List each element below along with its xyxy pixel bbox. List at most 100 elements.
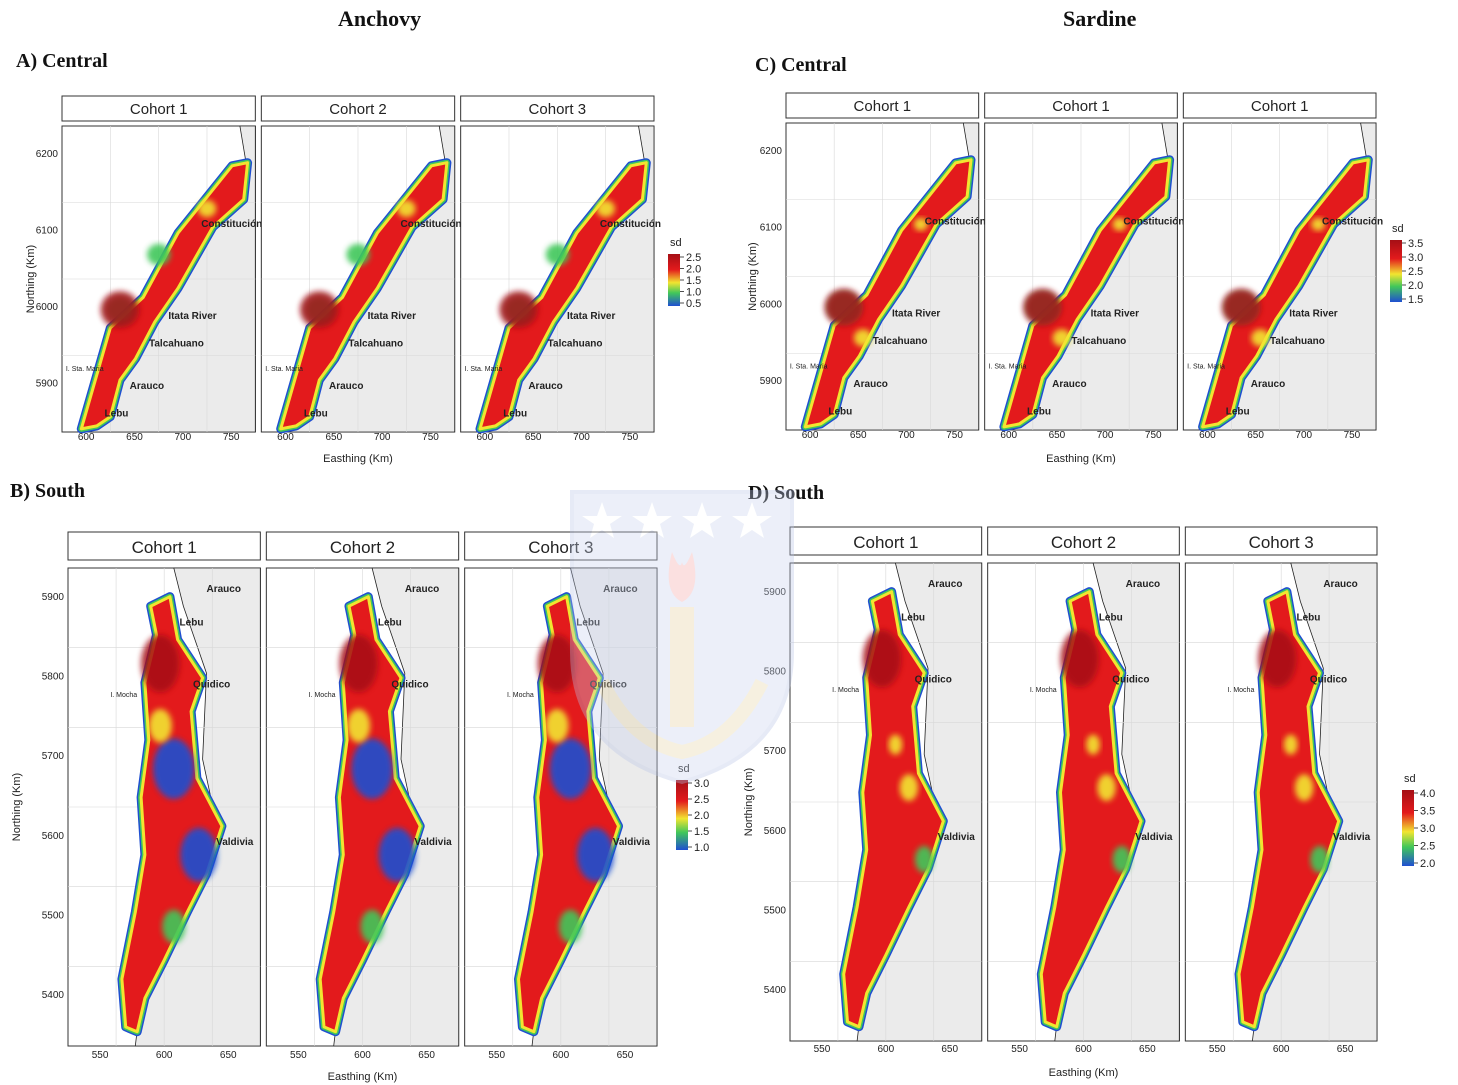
facet-strip-label: Cohort 1 <box>132 538 197 557</box>
y-tick-label: 5600 <box>764 826 787 837</box>
legend-label: 3.0 <box>1420 823 1435 835</box>
legend-title: sd <box>1404 773 1416 785</box>
place-label: Constitución <box>600 219 661 230</box>
sd-blob <box>1112 217 1127 231</box>
sd-blob <box>913 217 928 231</box>
sd-blob <box>576 828 614 882</box>
legend-title: sd <box>678 763 690 775</box>
sd-blob <box>1294 774 1314 802</box>
sd-surface <box>120 595 224 1034</box>
legend-label: 1.5 <box>694 826 709 838</box>
sd-surface <box>517 595 620 1034</box>
y-tick-label: 5700 <box>42 751 65 762</box>
place-label: I. Mocha <box>832 687 859 694</box>
x-tick-label: 650 <box>1247 430 1264 441</box>
sd-blob-high <box>339 634 378 693</box>
facet-strip-label: Cohort 2 <box>1051 533 1116 552</box>
legend-colorbar <box>1390 240 1402 302</box>
x-tick-label: 650 <box>525 432 542 443</box>
x-tick-label: 750 <box>1145 430 1162 441</box>
sd-blob <box>899 774 919 802</box>
place-label: I. Sta. Maria <box>66 366 104 373</box>
cohort-map: Arauco Lebu Quidico I. Mocha Valdivia <box>67 567 261 1047</box>
x-tick-label: 650 <box>126 432 143 443</box>
panel-title-c: C) Central <box>755 54 847 76</box>
sd-surface <box>318 595 422 1034</box>
facet-strip <box>1184 526 1378 556</box>
sd-blob <box>545 709 569 743</box>
place-label: Itata River <box>168 311 216 322</box>
place-label: Lebu <box>304 409 328 420</box>
place-label: Arauco <box>1323 579 1357 590</box>
sd-blob <box>180 828 218 882</box>
y-tick-label: 5900 <box>760 376 783 387</box>
place-label: Talcahuano <box>548 338 603 349</box>
sd-blob <box>1052 329 1071 347</box>
sd-blob <box>153 738 195 799</box>
y-axis-label: Northing (Km) <box>743 768 755 836</box>
place-label: Quidico <box>1310 675 1347 686</box>
facet-strip <box>984 92 1178 119</box>
x-tick-label: 650 <box>941 1044 958 1055</box>
place-label: Arauco <box>528 381 562 392</box>
place-label: Quidico <box>391 680 428 691</box>
legend-label: 2.5 <box>686 252 701 264</box>
x-tick-label: 650 <box>220 1050 237 1061</box>
place-label: Quidico <box>590 680 627 691</box>
panel-title-d: D) South <box>748 482 825 504</box>
legend-label: 2.5 <box>694 794 709 806</box>
place-label: Lebu <box>105 409 129 420</box>
x-tick-label: 600 <box>277 432 294 443</box>
place-label: Talcahuano <box>1270 336 1325 347</box>
x-tick-label: 700 <box>174 432 191 443</box>
x-tick-label: 550 <box>814 1044 831 1055</box>
legend-colorbar <box>676 780 688 850</box>
sd-blob <box>397 200 416 218</box>
species-title-sardine: Sardine <box>1063 6 1137 31</box>
sd-blob-high <box>824 288 864 326</box>
sd-blob <box>162 909 186 944</box>
y-tick-label: 5700 <box>764 746 787 757</box>
place-label: I. Sta. Maria <box>265 366 303 373</box>
panel-a: Cohort 1 Constitución Itata River Talcahuan… <box>25 95 701 465</box>
legend-colorbar <box>668 254 680 306</box>
place-label: Itata River <box>1289 308 1337 319</box>
place-label: I. Sta. Maria <box>989 364 1027 371</box>
place-label: Arauco <box>405 584 439 595</box>
legend-label: 4.0 <box>1420 788 1435 800</box>
x-tick-label: 650 <box>850 430 867 441</box>
place-label: Lebu <box>901 612 925 623</box>
y-tick-label: 6000 <box>760 299 783 310</box>
place-label: Lebu <box>1027 407 1051 418</box>
place-label: Itata River <box>368 311 416 322</box>
place-label: Quidico <box>1112 675 1149 686</box>
x-tick-label: 750 <box>946 430 963 441</box>
place-label: Valdivia <box>1333 832 1371 843</box>
x-axis-label: Easthing (Km) <box>328 1071 398 1083</box>
place-label: Lebu <box>378 617 402 628</box>
university-crest-watermark <box>570 490 794 785</box>
facet-strip <box>460 95 655 122</box>
sd-blob <box>148 709 172 743</box>
facet-strip-label: Cohort 2 <box>330 538 395 557</box>
place-label: I. Mocha <box>1228 687 1255 694</box>
place-label: I. Mocha <box>507 692 534 699</box>
x-tick-label: 650 <box>1337 1044 1354 1055</box>
y-tick-label: 5500 <box>764 906 787 917</box>
place-label: Constitución <box>401 219 462 230</box>
x-tick-label: 550 <box>1209 1044 1226 1055</box>
y-axis-label: Northing (Km) <box>11 773 23 841</box>
place-label: Itata River <box>1091 308 1139 319</box>
place-label: Lebu <box>1099 612 1123 623</box>
panel-c: Cohort 1 Constitución Itata River Talcahuan… <box>747 92 1423 465</box>
sd-surface <box>1039 590 1143 1029</box>
sd-blob <box>1097 774 1116 802</box>
place-label: I. Sta. Maria <box>465 366 503 373</box>
sd-blob <box>147 243 171 266</box>
sd-blob-high <box>499 291 538 328</box>
place-label: Talcahuano <box>348 338 403 349</box>
legend-label: 1.5 <box>1408 294 1423 306</box>
sd-surface <box>478 161 648 431</box>
place-label: I. Sta. Maria <box>790 364 828 371</box>
